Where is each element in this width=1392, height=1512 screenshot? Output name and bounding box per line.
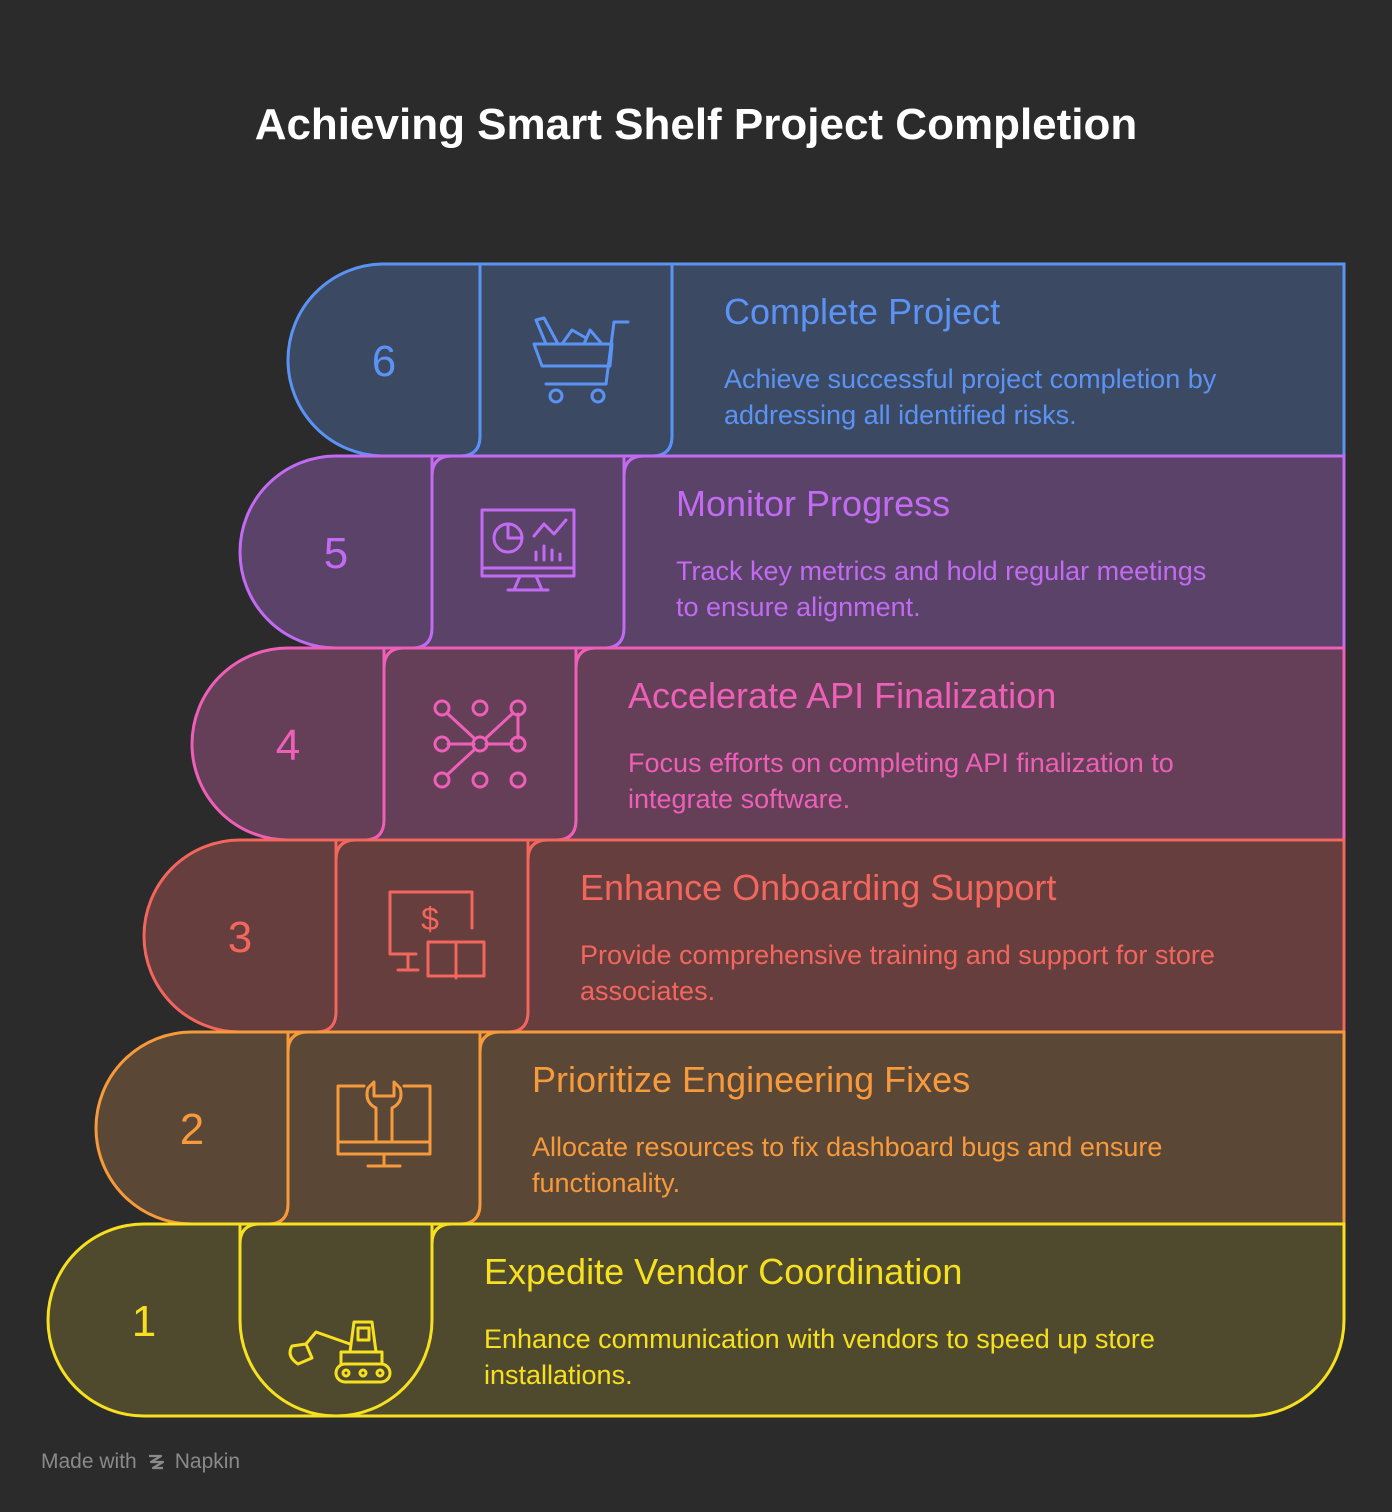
- step-6-card: [286, 262, 1346, 458]
- step-3-description-line: associates.: [580, 976, 715, 1006]
- step-4-shape: [190, 646, 1346, 842]
- step-1-title: Expedite Vendor Coordination: [484, 1251, 962, 1292]
- step-3-number: 3: [228, 913, 252, 962]
- step-1-description-line: Enhance communication with vendors to sp…: [484, 1324, 1155, 1354]
- step-3-connector: [334, 838, 549, 861]
- page-title: Achieving Smart Shelf Project Completion: [254, 100, 1138, 149]
- step-6-shape: [286, 262, 1346, 458]
- step-6-title: Complete Project: [724, 291, 1000, 332]
- step-1-shape: [46, 1222, 1346, 1418]
- step-4-connector: [382, 646, 597, 669]
- step-2-connector: [286, 1030, 501, 1053]
- step-5-number: 5: [324, 529, 348, 578]
- step-5-title: Monitor Progress: [676, 483, 950, 524]
- step-5-description-line: Track key metrics and hold regular meeti…: [676, 556, 1206, 586]
- step-6-number: 6: [372, 337, 396, 386]
- network-nodes-icon: [433, 699, 527, 789]
- made-with-label: Made with: [41, 1450, 137, 1473]
- step-4-number: 4: [276, 721, 300, 770]
- monitor-dollar-book-icon: $: [388, 890, 486, 980]
- svg-text:$: $: [421, 901, 439, 937]
- step-1-number: 1: [132, 1297, 156, 1346]
- step-4-description-line: integrate software.: [628, 784, 850, 814]
- step-3-title: Enhance Onboarding Support: [580, 867, 1056, 908]
- step-1-connector: [238, 1222, 453, 1245]
- step-2-description-line: functionality.: [532, 1168, 680, 1198]
- analytics-monitor-icon: [480, 508, 576, 592]
- step-4-description-line: Focus efforts on completing API finaliza…: [628, 748, 1174, 778]
- step-1-icon-column: [238, 1224, 434, 1418]
- step-6-description-line: addressing all identified risks.: [724, 400, 1077, 430]
- step-5-shape: [238, 454, 1346, 650]
- napkin-brand-label: Napkin: [174, 1450, 241, 1473]
- step-4-title: Accelerate API Finalization: [628, 675, 1056, 716]
- monitor-wrench-icon: [336, 1080, 432, 1168]
- step-5-connector: [430, 454, 645, 477]
- step-1-description-line: installations.: [484, 1360, 633, 1390]
- step-2-number: 2: [180, 1105, 204, 1154]
- step-2-title: Prioritize Engineering Fixes: [532, 1059, 970, 1100]
- step-2-shape: [94, 1030, 1346, 1226]
- step-3-description-line: Provide comprehensive training and suppo…: [580, 940, 1215, 970]
- step-3-shape: [142, 838, 1346, 1034]
- napkin-logo-icon: [148, 1454, 164, 1470]
- shopping-cart-icon: [532, 316, 630, 404]
- step-5-description-line: to ensure alignment.: [676, 592, 921, 622]
- step-2-description-line: Allocate resources to fix dashboard bugs…: [532, 1132, 1162, 1162]
- footer: Made with Napkin: [41, 1450, 240, 1474]
- step-4-card: [190, 646, 1346, 842]
- step-1-card: [46, 1222, 1346, 1418]
- step-6-description-line: Achieve successful project completion by: [724, 364, 1217, 394]
- excavator-icon: [288, 1320, 392, 1384]
